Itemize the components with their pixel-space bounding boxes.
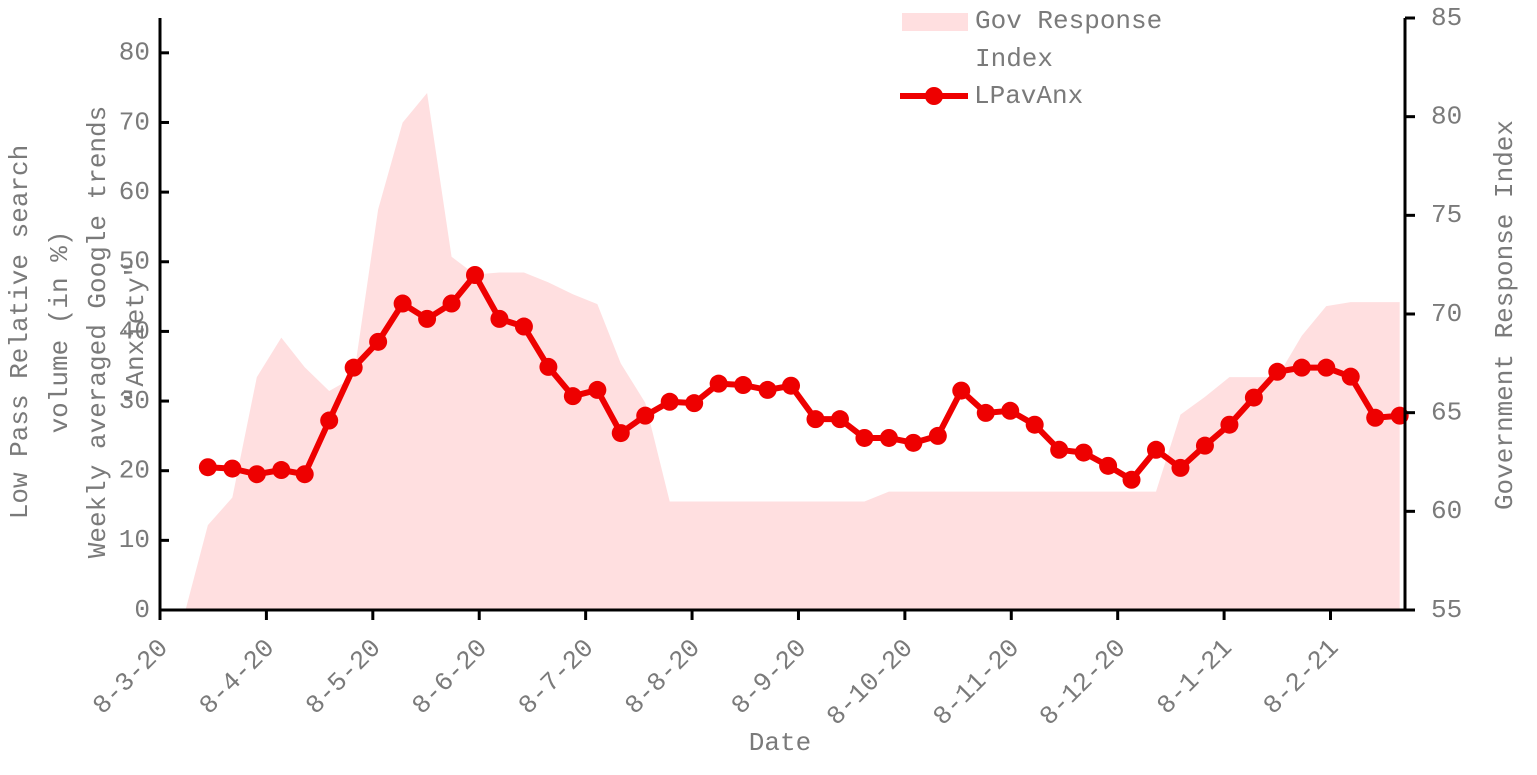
plot-area: [185, 92, 1409, 610]
marker: [1099, 456, 1118, 475]
marker: [928, 426, 947, 445]
marker: [1122, 470, 1141, 489]
marker: [1147, 440, 1165, 459]
marker: [952, 381, 971, 400]
marker: [418, 309, 437, 328]
marker: [855, 428, 874, 447]
y2-tick-label: 80: [1431, 102, 1462, 132]
x-tick-label: 8-3-20: [87, 633, 174, 720]
x-tick-label: 8-1-21: [1151, 633, 1238, 720]
marker: [442, 294, 461, 313]
legend-swatch: [902, 13, 968, 31]
marker: [563, 387, 582, 406]
marker: [1292, 358, 1311, 377]
marker: [1195, 436, 1214, 455]
marker: [611, 424, 630, 443]
marker: [1220, 415, 1239, 434]
x-tick-label: 8-2-21: [1258, 633, 1345, 720]
y-axis-label: volume (in %): [45, 231, 75, 434]
marker: [344, 358, 363, 377]
marker: [879, 428, 898, 447]
marker: [272, 461, 291, 480]
x-axis-label: Date: [749, 728, 811, 758]
y-tick-label: 30: [119, 386, 150, 416]
x-tick-label: 8-8-20: [619, 633, 706, 720]
marker: [1244, 388, 1263, 407]
marker: [514, 317, 533, 336]
x-tick-label: 8-5-20: [300, 633, 387, 720]
legend-marker: [925, 87, 943, 105]
marker: [465, 265, 484, 284]
y-tick-label: 70: [119, 107, 150, 137]
marker: [369, 332, 388, 351]
y-tick-label: 80: [119, 38, 150, 68]
area: [185, 92, 1400, 610]
x-tick-label: 8-12-20: [1034, 633, 1132, 731]
marker: [709, 374, 728, 393]
marker: [490, 309, 509, 328]
marker: [295, 465, 314, 484]
annotation: Weekly averaged Google trends: [83, 106, 113, 558]
marker: [904, 433, 923, 452]
marker: [1171, 458, 1190, 477]
marker: [1341, 367, 1360, 386]
y2-tick-label: 55: [1431, 595, 1462, 625]
marker: [1050, 440, 1069, 459]
y-tick-label: 50: [119, 247, 150, 277]
x-tick-label: 8-10-20: [821, 633, 919, 731]
y2-tick-label: 85: [1431, 3, 1462, 33]
y2-tick-label: 75: [1431, 200, 1462, 230]
marker: [393, 294, 412, 313]
marker: [734, 376, 753, 395]
legend-item: Gov Response Index: [975, 6, 1163, 74]
marker: [685, 394, 704, 413]
marker: [1317, 358, 1336, 377]
marker: [1074, 443, 1093, 462]
marker: [782, 376, 801, 395]
marker: [1366, 408, 1385, 427]
x-tick-label: 8-9-20: [726, 633, 813, 720]
x-tick-label: 8-7-20: [513, 633, 600, 720]
y-tick-label: 0: [134, 595, 150, 625]
marker: [198, 458, 217, 477]
marker: [1001, 401, 1020, 420]
y2-tick-label: 65: [1431, 398, 1462, 428]
marker: [588, 380, 607, 399]
annotation: "Anxiety": [121, 262, 151, 402]
marker: [1268, 362, 1287, 381]
marker: [539, 357, 558, 376]
legend-label: Gov Response Index: [975, 6, 1163, 74]
y-tick-label: 20: [119, 456, 150, 486]
marker: [320, 411, 339, 430]
marker: [636, 406, 655, 425]
marker: [976, 403, 995, 422]
marker: [1025, 415, 1044, 434]
marker: [830, 410, 849, 429]
y-axis-label: Low Pass Relative search: [5, 145, 35, 519]
y2-tick-label: 60: [1431, 496, 1462, 526]
marker: [247, 465, 266, 484]
marker: [660, 392, 679, 411]
x-tick-label: 8-6-20: [406, 633, 493, 720]
legend-label: LPavAnx: [974, 81, 1083, 111]
y-tick-label: 10: [119, 525, 150, 555]
legend: Gov Response Index LPavAnx: [900, 6, 1163, 111]
marker: [806, 410, 825, 429]
y-tick-label: 60: [119, 177, 150, 207]
x-tick-label: 8-4-20: [194, 633, 281, 720]
marker: [758, 380, 777, 399]
y-tick-label: 40: [119, 316, 150, 346]
x-tick-label: 8-11-20: [927, 633, 1025, 731]
marker: [223, 459, 242, 478]
y2-axis-label: Government Response Index: [1490, 120, 1520, 510]
y2-tick-label: 70: [1431, 299, 1462, 329]
